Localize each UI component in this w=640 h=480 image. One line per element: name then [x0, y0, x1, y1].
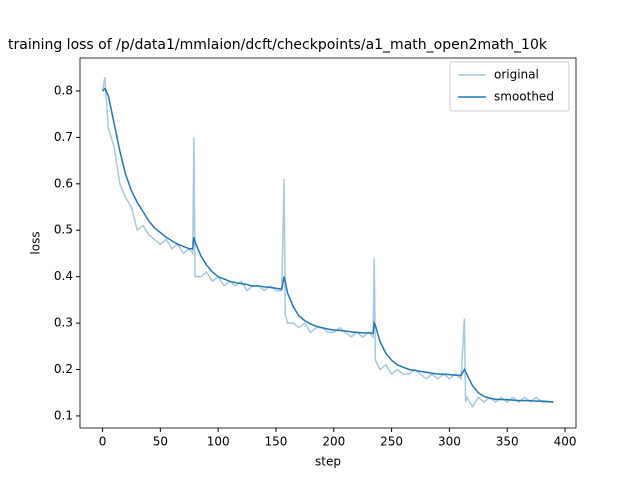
x-tick-label: 250 [380, 435, 403, 449]
y-tick-label: 0.7 [54, 130, 73, 144]
legend-label: smoothed [494, 90, 554, 104]
y-axis-label: loss [29, 231, 43, 254]
y-tick-label: 0.4 [54, 269, 73, 283]
y-tick-label: 0.8 [54, 83, 73, 97]
x-tick-label: 0 [99, 435, 107, 449]
plot-frame [79, 57, 577, 429]
y-tick-label: 0.2 [54, 362, 73, 376]
y-tick-label: 0.3 [54, 316, 73, 330]
x-tick-label: 200 [322, 435, 345, 449]
x-tick-label: 100 [207, 435, 230, 449]
x-tick-label: 400 [554, 435, 577, 449]
y-tick-label: 0.5 [54, 223, 73, 237]
x-tick-label: 50 [153, 435, 168, 449]
x-tick-label: 350 [496, 435, 519, 449]
line-series [101, 76, 554, 409]
x-tick-label: 300 [438, 435, 461, 449]
y-tick-label: 0.6 [54, 176, 73, 190]
x-axis-label: step [315, 455, 341, 469]
chart-title: training loss of /p/data1/mmlaion/dcft/c… [8, 37, 548, 53]
x-tick-label: 150 [265, 435, 288, 449]
line-series [102, 87, 554, 403]
legend-label: original [494, 68, 539, 82]
y-tick-label: 0.1 [54, 408, 73, 422]
